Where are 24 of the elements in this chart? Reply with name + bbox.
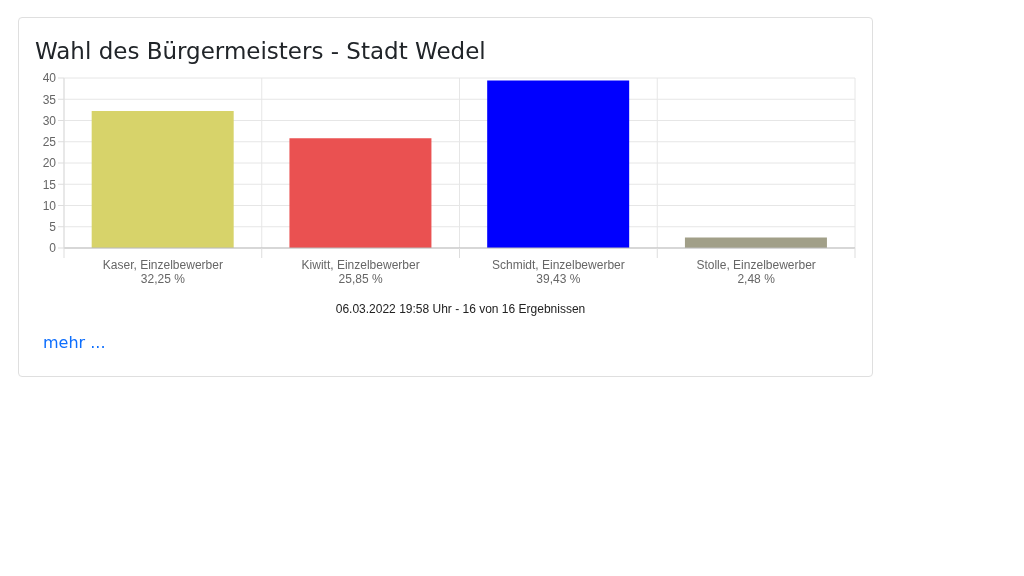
bar <box>684 237 827 248</box>
y-tick-label: 0 <box>49 241 57 256</box>
y-tick-label: 20 <box>42 156 57 171</box>
y-tick-label: 5 <box>49 220 57 235</box>
data-label: 2,48 % <box>737 272 776 286</box>
y-tick-label: 30 <box>42 113 57 128</box>
bar <box>91 110 234 248</box>
y-tick-label: 35 <box>42 92 57 107</box>
bar <box>289 138 432 248</box>
x-tick-label: Schmidt, Einzelbewerber <box>492 258 625 272</box>
chart-title: Wahl des Bürgermeisters - Stadt Wedel <box>35 37 486 65</box>
x-tick-label: Kiwitt, Einzelbewerber <box>301 258 420 272</box>
bar <box>487 80 630 248</box>
text: 06.03.2022 19:58 Uhr - 16 von 16 Ergebnissen <box>334 301 587 317</box>
data-label: 32,25 % <box>140 272 186 286</box>
data-label: 39,43 % <box>536 272 581 286</box>
x-tick-label: Stolle, Einzelbewerber <box>696 258 816 272</box>
y-tick-label: 40 <box>42 71 57 86</box>
y-tick-label: 15 <box>42 177 57 192</box>
x-tick-label: Kaser, Einzelbewerber <box>102 258 223 272</box>
text: mehr ... <box>43 332 106 354</box>
y-tick-label: 25 <box>42 135 57 150</box>
data-label: 25,85 % <box>338 272 383 286</box>
y-tick-label: 10 <box>42 198 57 213</box>
